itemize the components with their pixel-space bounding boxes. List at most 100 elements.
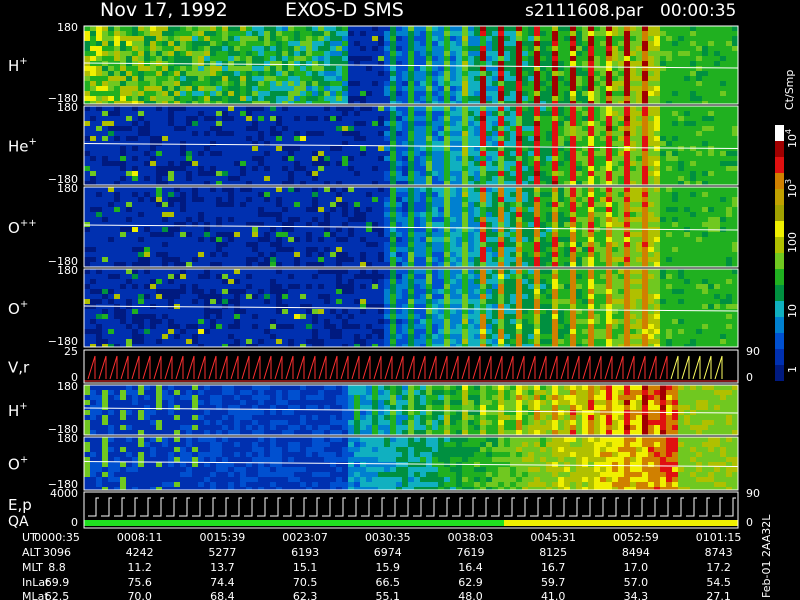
spectrogram-cell bbox=[534, 192, 540, 197]
spectrogram-cell bbox=[558, 111, 564, 116]
spectrogram-cell bbox=[462, 26, 468, 31]
spectrogram-cell bbox=[300, 181, 306, 185]
spectrogram-cell bbox=[516, 106, 522, 111]
spectrogram-cell bbox=[300, 212, 306, 217]
spectrogram-cell bbox=[552, 156, 558, 161]
spectrogram-cell bbox=[696, 111, 702, 116]
spectrogram-cell bbox=[654, 141, 660, 146]
spectrogram-cell bbox=[600, 232, 606, 237]
spectrogram-cell bbox=[174, 141, 180, 146]
spectrogram-cell bbox=[534, 252, 540, 257]
spectrogram-cell bbox=[582, 121, 588, 126]
spectrogram-cell bbox=[330, 146, 336, 151]
spectrogram-cell bbox=[438, 131, 444, 136]
spectrogram-cell bbox=[486, 36, 492, 41]
spectrogram-cell bbox=[300, 207, 306, 212]
spectrogram-cell bbox=[228, 247, 234, 252]
spectrogram-cell bbox=[120, 202, 126, 207]
spectrogram-cell bbox=[726, 111, 732, 116]
spectrogram-cell bbox=[336, 61, 342, 66]
spectrogram-cell bbox=[606, 176, 612, 181]
spectrogram-cell bbox=[378, 187, 384, 192]
spectrogram-cell bbox=[120, 227, 126, 232]
spectrogram-cell bbox=[720, 76, 726, 81]
spectrogram-cell bbox=[216, 207, 222, 212]
spectrogram-cell bbox=[426, 257, 432, 262]
spectrogram-cell bbox=[258, 237, 264, 242]
spectrogram-cell bbox=[492, 31, 498, 36]
spectrogram-cell bbox=[666, 101, 672, 104]
spectrogram-cell bbox=[306, 252, 312, 257]
spectrogram-cell bbox=[450, 71, 456, 76]
spectrogram-cell bbox=[294, 237, 300, 242]
spectrogram-cell bbox=[384, 232, 390, 237]
spectrogram-cell bbox=[306, 136, 312, 141]
spectrogram-cell bbox=[480, 101, 486, 104]
spectrogram-cell bbox=[396, 36, 402, 41]
spectrogram-cell bbox=[378, 26, 384, 31]
spectrogram-cell bbox=[444, 176, 450, 181]
spectrogram-cell bbox=[732, 91, 738, 96]
spectrogram-cell bbox=[246, 136, 252, 141]
spectrogram-cell bbox=[456, 116, 462, 121]
spectrogram-cell bbox=[576, 106, 582, 111]
spectrogram-cell bbox=[594, 41, 600, 46]
spectrogram-cell bbox=[456, 61, 462, 66]
spectrogram-cell bbox=[132, 156, 138, 161]
spectrogram-cell bbox=[168, 111, 174, 116]
spectrogram-cell bbox=[138, 166, 144, 171]
spectrogram-cell bbox=[522, 131, 528, 136]
spectrogram-cell bbox=[150, 262, 156, 267]
spectrogram-cell bbox=[180, 176, 186, 181]
spectrogram-cell bbox=[684, 131, 690, 136]
spectrogram-cell bbox=[420, 56, 426, 61]
spectrogram-cell bbox=[330, 91, 336, 96]
spectrogram-cell bbox=[372, 232, 378, 237]
spectrogram-cell bbox=[402, 151, 408, 156]
spectrogram-cell bbox=[258, 81, 264, 86]
spectrogram-cell bbox=[276, 26, 282, 31]
spectrogram-cell bbox=[456, 136, 462, 141]
spectrogram-cell bbox=[468, 66, 474, 71]
spectrogram-cell bbox=[324, 106, 330, 111]
spectrogram-cell bbox=[354, 111, 360, 116]
spectrogram-cell bbox=[216, 86, 222, 91]
spectrogram-cell bbox=[156, 46, 162, 51]
spectrogram-cell bbox=[642, 86, 648, 91]
spectrogram-cell bbox=[156, 136, 162, 141]
spectrogram-cell bbox=[444, 116, 450, 121]
spectrogram-cell bbox=[558, 71, 564, 76]
spectrogram-cell bbox=[636, 26, 642, 31]
spectrogram-cell bbox=[366, 171, 372, 176]
spectrogram-cell bbox=[168, 51, 174, 56]
spectrogram-cell bbox=[210, 31, 216, 36]
spectrogram-cell bbox=[624, 212, 630, 217]
spectrogram-cell bbox=[630, 197, 636, 202]
spectrogram-cell bbox=[486, 56, 492, 61]
spectrogram-cell bbox=[420, 242, 426, 247]
spectrogram-cell bbox=[540, 176, 546, 181]
spectrogram-cell bbox=[114, 171, 120, 176]
spectrogram-cell bbox=[102, 262, 108, 267]
spectrogram-cell bbox=[354, 232, 360, 237]
spectrogram-cell bbox=[138, 197, 144, 202]
spectrogram-cell bbox=[312, 116, 318, 121]
spectrogram-cell bbox=[402, 41, 408, 46]
spectrogram-cell bbox=[396, 151, 402, 156]
spectrogram-cell bbox=[240, 237, 246, 242]
spectrogram-cell bbox=[522, 71, 528, 76]
spectrogram-cell bbox=[534, 176, 540, 181]
spectrogram-cell bbox=[564, 71, 570, 76]
spectrogram-cell bbox=[588, 187, 594, 192]
spectrogram-cell bbox=[594, 26, 600, 31]
spectrogram-cell bbox=[174, 257, 180, 262]
spectrogram-cell bbox=[504, 262, 510, 267]
spectrogram-cell bbox=[516, 61, 522, 66]
spectrogram-cell bbox=[336, 146, 342, 151]
spectrogram-cell bbox=[558, 91, 564, 96]
spectrogram-cell bbox=[708, 116, 714, 121]
spectrogram-cell bbox=[108, 262, 114, 267]
spectrogram-cell bbox=[162, 257, 168, 262]
spectrogram-cell bbox=[456, 252, 462, 257]
spectrogram-cell bbox=[336, 197, 342, 202]
